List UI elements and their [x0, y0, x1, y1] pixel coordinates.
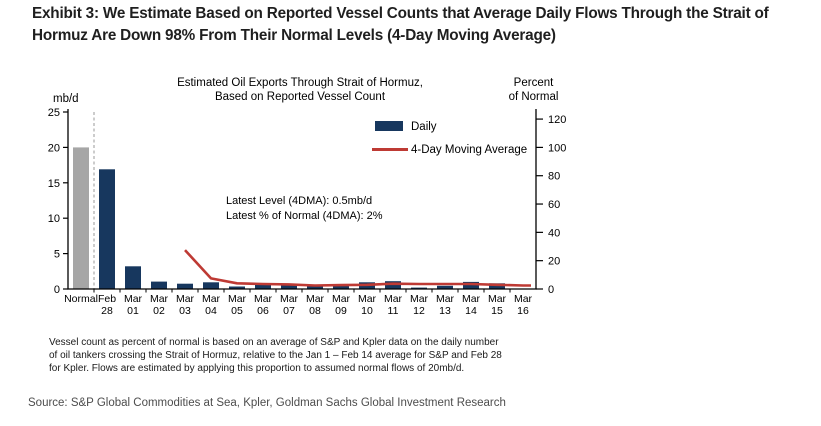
right-axis-tick-label: 80	[548, 171, 560, 183]
x-axis-category-label: Mar	[150, 293, 169, 305]
x-axis-category-label: Mar	[462, 293, 481, 305]
legend-moving-average-swatch	[372, 148, 408, 152]
x-axis-category-label: 02	[153, 305, 165, 317]
moving-average-line	[184, 249, 531, 287]
x-axis-category-label: Mar	[332, 293, 351, 305]
x-axis-category-label: 09	[335, 305, 347, 317]
x-axis-category-label: 07	[283, 305, 295, 317]
normal-bar	[73, 147, 89, 289]
daily-bar	[385, 281, 401, 289]
daily-bar	[307, 285, 323, 289]
left-axis-tick-label: 20	[48, 142, 60, 154]
exhibit-title: Exhibit 3: We Estimate Based on Reported…	[32, 5, 769, 44]
right-axis-tick-label: 100	[548, 142, 566, 154]
chart-area: 0 5 10 15 20 25 0 20 40 60 80 100 120 Normal Feb 28 Mar 0…	[30, 72, 605, 332]
daily-bar	[437, 285, 453, 289]
x-axis-category-label: Mar	[436, 293, 455, 305]
source-line: Source: S&P Global Commodities at Sea, K…	[28, 397, 506, 409]
daily-bar	[229, 286, 245, 289]
x-axis-category-label: 01	[127, 305, 139, 317]
left-axis-tick-label: 5	[54, 249, 60, 261]
daily-bar	[281, 285, 297, 289]
right-axis-tick-label: 40	[548, 227, 560, 239]
x-axis-category-label: Mar	[514, 293, 533, 305]
x-axis-category-label: 14	[465, 305, 477, 317]
x-axis-category-label: 28	[101, 305, 113, 317]
daily-bar	[125, 266, 141, 289]
x-axis-category-label: Mar	[124, 293, 143, 305]
x-axis-category-label: 10	[361, 305, 373, 317]
right-axis-tick-label: 0	[548, 284, 554, 296]
chart-title: Estimated Oil Exports Through Strait of …	[177, 77, 423, 103]
x-axis-category-label: Mar	[306, 293, 325, 305]
x-axis-category-label: 12	[413, 305, 425, 317]
x-axis-category-label: Normal	[64, 293, 98, 305]
daily-bar	[255, 284, 271, 289]
right-axis-tick-label: 60	[548, 199, 560, 211]
chart-footnote: Vessel count as percent of normal is bas…	[49, 337, 502, 375]
right-axis-unit-label: Percent of Normal	[508, 77, 559, 103]
legend-daily-swatch	[375, 121, 403, 131]
x-axis-category-label: 13	[439, 305, 451, 317]
legend-moving-average-label: 4-Day Moving Average	[411, 144, 528, 156]
latest-level-annotation: Latest Level (4DMA): 0.5mb/d Latest % of…	[226, 195, 383, 222]
x-axis-category-label: Mar	[254, 293, 273, 305]
daily-bar	[203, 282, 219, 289]
x-axis-category-label: 05	[231, 305, 243, 317]
right-axis-tick-label: 120	[548, 114, 566, 126]
x-axis-category-label: 11	[388, 305, 399, 317]
x-axis-category-label: 15	[491, 305, 503, 317]
daily-bar	[411, 287, 427, 289]
x-axis-category-label: Mar	[202, 293, 221, 305]
left-axis-tick-label: 10	[48, 213, 60, 225]
x-axis-category-label: Feb	[98, 293, 116, 305]
legend-daily-label: Daily	[411, 121, 437, 133]
daily-bar	[333, 285, 349, 289]
left-axis-unit-label: mb/d	[53, 93, 79, 105]
x-axis-category-label: 16	[517, 305, 529, 317]
x-axis-category-label: Mar	[176, 293, 195, 305]
x-axis-category-label: 06	[257, 305, 269, 317]
x-axis-category-label: Mar	[358, 293, 377, 305]
x-axis-category-label: 04	[205, 305, 217, 317]
daily-bar	[463, 281, 479, 289]
x-axis-category-label: Mar	[280, 293, 299, 305]
x-axis-category-label: Mar	[410, 293, 429, 305]
daily-bar	[177, 283, 193, 289]
left-axis-tick-label: 15	[48, 178, 60, 190]
x-axis-category-label: Mar	[488, 293, 507, 305]
x-axis-category-label: Mar	[384, 293, 403, 305]
left-axis-tick-label: 0	[54, 284, 60, 296]
daily-bar	[151, 281, 167, 289]
right-axis-tick-label: 20	[548, 256, 560, 268]
x-axis-category-label: Mar	[228, 293, 247, 305]
x-axis-category-label: 08	[309, 305, 321, 317]
x-axis-category-label: 03	[179, 305, 191, 317]
left-axis-tick-label: 25	[48, 107, 60, 119]
daily-bar	[99, 169, 115, 289]
daily-bar	[489, 283, 505, 289]
